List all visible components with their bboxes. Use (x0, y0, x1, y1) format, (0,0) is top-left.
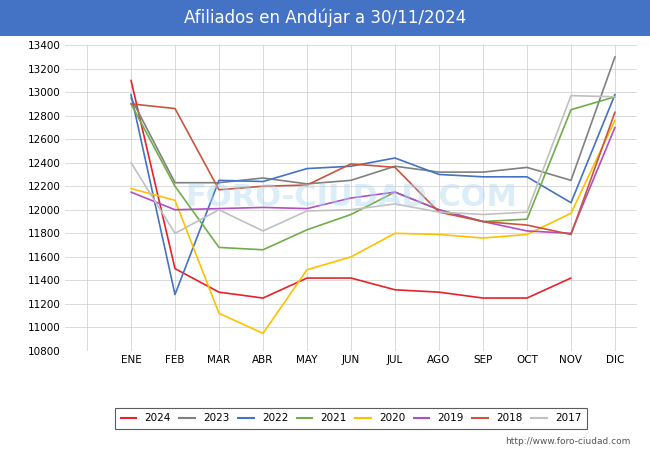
Legend: 2024, 2023, 2022, 2021, 2020, 2019, 2018, 2017: 2024, 2023, 2022, 2021, 2020, 2019, 2018… (115, 408, 587, 429)
Text: Afiliados en Andújar a 30/11/2024: Afiliados en Andújar a 30/11/2024 (184, 9, 466, 27)
Text: http://www.foro-ciudad.com: http://www.foro-ciudad.com (505, 436, 630, 446)
Text: FORO-CIUDAD.COM: FORO-CIUDAD.COM (185, 184, 517, 212)
